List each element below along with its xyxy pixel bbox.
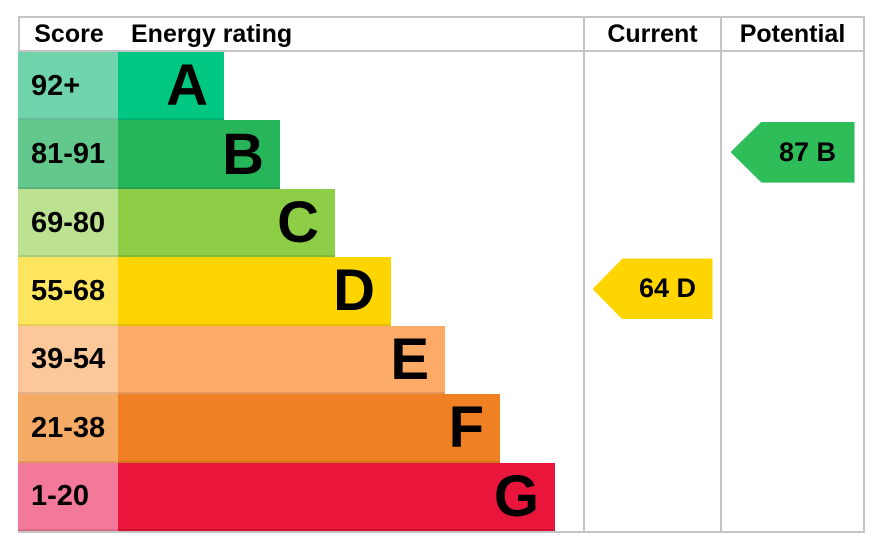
band-rating-cell: F xyxy=(118,394,583,463)
potential-cell xyxy=(720,257,865,326)
band-score: 69-80 xyxy=(18,188,118,258)
band-letter: E xyxy=(390,326,429,392)
band-rating-cell: B xyxy=(118,120,583,189)
chart-header-row: Score Energy rating Current Potential xyxy=(18,16,865,52)
potential-cell xyxy=(720,325,865,395)
band-letter: C xyxy=(277,190,319,256)
band-score: 1-20 xyxy=(18,462,118,531)
band-score: 81-91 xyxy=(18,120,118,189)
potential-cell: 87 B xyxy=(720,120,865,189)
band-letter: G xyxy=(493,463,539,529)
potential-rating-arrow: 87 B xyxy=(730,121,855,183)
band-row: 92+ A xyxy=(18,52,865,121)
epc-rating-chart: Score Energy rating Current Potential 92… xyxy=(18,16,865,533)
band-bar: C xyxy=(118,188,335,258)
band-letter: F xyxy=(448,395,484,461)
band-bar: B xyxy=(118,120,280,189)
band-score: 92+ xyxy=(18,52,118,121)
band-bar: G xyxy=(118,462,555,531)
band-row: 69-80 C xyxy=(18,188,865,258)
band-bar: F xyxy=(118,394,500,463)
header-current: Current xyxy=(583,18,720,50)
band-bar: D xyxy=(118,257,391,326)
band-letter: B xyxy=(222,121,264,187)
band-row: 21-38 F xyxy=(18,394,865,463)
band-letter: D xyxy=(333,258,375,324)
band-score: 39-54 xyxy=(18,325,118,395)
current-cell: 64 D xyxy=(583,257,720,326)
band-row: 55-68 D 64 D xyxy=(18,257,865,326)
current-cell xyxy=(583,52,720,121)
header-potential: Potential xyxy=(720,18,865,50)
chart-body: 92+ A 81-91 B 87 B 69-80 C xyxy=(18,52,865,533)
current-cell xyxy=(583,462,720,531)
band-letter: A xyxy=(166,53,208,119)
current-cell xyxy=(583,325,720,395)
band-score: 55-68 xyxy=(18,257,118,326)
band-rating-cell: A xyxy=(118,52,583,121)
potential-cell xyxy=(720,188,865,258)
band-row: 81-91 B 87 B xyxy=(18,120,865,189)
current-cell xyxy=(583,394,720,463)
current-cell xyxy=(583,188,720,258)
band-score: 21-38 xyxy=(18,394,118,463)
band-rating-cell: E xyxy=(118,325,583,395)
current-rating-arrow: 64 D xyxy=(592,258,713,320)
header-energy-rating: Energy rating xyxy=(131,19,293,48)
current-cell xyxy=(583,120,720,189)
band-rating-cell: C xyxy=(118,188,583,258)
potential-cell xyxy=(720,462,865,531)
band-bar: A xyxy=(118,52,224,121)
band-rating-cell: G xyxy=(118,462,583,531)
band-bar: E xyxy=(118,325,445,395)
band-row: 39-54 E xyxy=(18,325,865,395)
band-row: 1-20 G xyxy=(18,462,865,531)
header-score: Score xyxy=(18,18,118,50)
potential-cell xyxy=(720,394,865,463)
band-rating-cell: D xyxy=(118,257,583,326)
potential-cell xyxy=(720,52,865,121)
